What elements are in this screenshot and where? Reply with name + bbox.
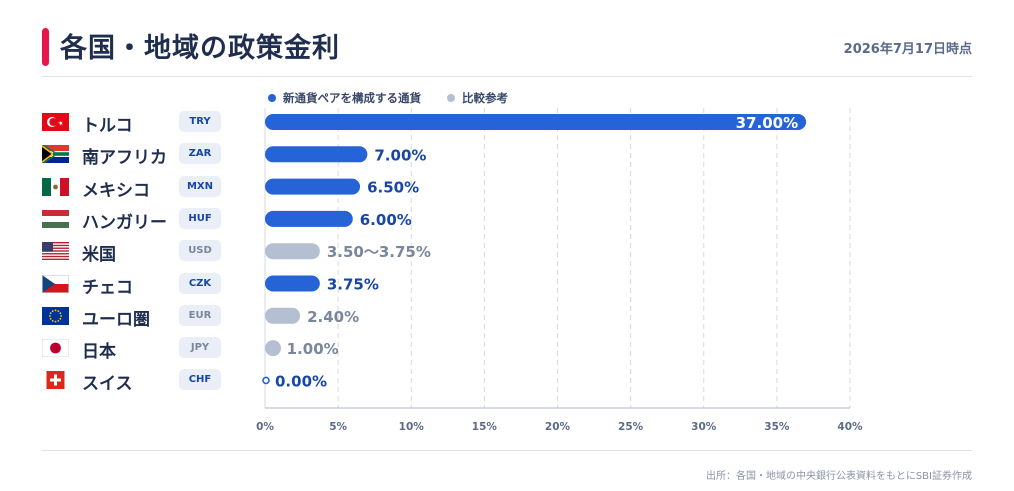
currency-code-badge: USD	[179, 240, 221, 262]
flag-eu	[42, 306, 69, 325]
country-name: メキシコ	[82, 180, 150, 201]
flag-czech	[42, 274, 69, 293]
flag-turkey	[42, 113, 69, 131]
bar-value-label: 1.00%	[287, 340, 339, 358]
legend-item-reference: 比較参考	[447, 90, 508, 106]
x-tick-label: 15%	[472, 421, 498, 433]
bar-value-label: 3.50〜3.75%	[327, 243, 431, 261]
flag-mexico	[42, 177, 69, 196]
x-tick-label: 0%	[256, 421, 274, 433]
as-of-date: 2026年7月17日時点	[843, 42, 972, 57]
currency-code-badge: EUR	[179, 304, 221, 326]
bar	[265, 340, 281, 357]
top-divider	[42, 76, 972, 77]
legend-label-primary: 新通貨ペアを構成する通貨	[283, 91, 421, 105]
country-name: トルコ	[82, 116, 133, 136]
source-note: 出所：各国・地域の中央銀行公表資料をもとにSBI証券作成	[706, 471, 972, 482]
currency-code-badge: JPY	[179, 337, 221, 359]
x-tick-label: 40%	[837, 421, 863, 433]
currency-code-badge: ZAR	[179, 143, 221, 165]
country-row: 南アフリカ ZAR	[0, 140, 1014, 168]
currency-code-badge: TRY	[179, 111, 221, 132]
x-tick-label: 10%	[399, 421, 425, 433]
flag-japan	[41, 338, 70, 358]
x-tick-label: 25%	[618, 421, 644, 433]
legend-dot-primary	[268, 94, 276, 102]
flag-switzerland	[42, 371, 69, 390]
bar	[265, 146, 368, 163]
flag-hungary	[42, 209, 69, 228]
country-name: ユーロ圏	[82, 309, 150, 330]
country-row: 日本 JPY	[0, 334, 1014, 362]
bar-value-label: 0.00%	[275, 372, 327, 390]
currency-code-badge: CHF	[179, 369, 221, 391]
bar-value-label: 2.40%	[307, 308, 359, 326]
bar	[265, 275, 320, 292]
legend-item-primary: 新通貨ペアを構成する通貨	[268, 90, 421, 106]
x-tick-label: 30%	[691, 421, 717, 433]
country-row: トルコ TRY	[0, 108, 1014, 136]
bar	[265, 178, 361, 195]
title-accent-bar	[42, 28, 49, 66]
bar	[265, 243, 320, 260]
bar-value-label: 7.00%	[374, 146, 426, 164]
country-row: チェコ CZK	[0, 270, 1014, 298]
bar	[265, 114, 807, 130]
country-row: 米国 USD	[0, 237, 1014, 265]
x-tick-label: 35%	[764, 421, 790, 433]
currency-code-badge: HUF	[179, 207, 221, 229]
legend-label-reference: 比較参考	[462, 91, 508, 105]
bottom-divider	[42, 450, 972, 451]
bar-value-label: 3.75%	[327, 276, 379, 294]
country-row: メキシコ MXN	[0, 173, 1014, 201]
country-row: ユーロ圏 EUR	[0, 302, 1014, 330]
country-name: 日本	[82, 342, 116, 363]
bar-zero-marker	[262, 376, 270, 385]
legend-dot-reference	[447, 94, 455, 102]
country-name: 米国	[82, 245, 116, 266]
bar-value-label: 6.00%	[360, 211, 412, 229]
page-title: 各国・地域の政策金利	[60, 33, 340, 64]
x-tick-label: 20%	[545, 421, 571, 433]
country-row: スイス CHF	[0, 366, 1014, 394]
bar	[265, 307, 301, 324]
country-name: スイス	[82, 374, 133, 395]
country-name: チェコ	[82, 277, 133, 298]
country-row: ハンガリー HUF	[0, 205, 1014, 233]
bar	[265, 210, 353, 227]
country-name: ハンガリー	[82, 212, 167, 233]
bar-value-label: 37.00%	[736, 114, 798, 132]
flag-usa	[42, 242, 69, 261]
currency-code-badge: CZK	[179, 272, 221, 294]
legend: 新通貨ペアを構成する通貨 比較参考	[268, 90, 508, 106]
country-name: 南アフリカ	[82, 148, 167, 169]
flag-south-africa	[42, 145, 69, 164]
bar-value-label: 6.50%	[367, 179, 419, 197]
x-tick-label: 5%	[329, 421, 347, 433]
currency-code-badge: MXN	[179, 175, 221, 197]
